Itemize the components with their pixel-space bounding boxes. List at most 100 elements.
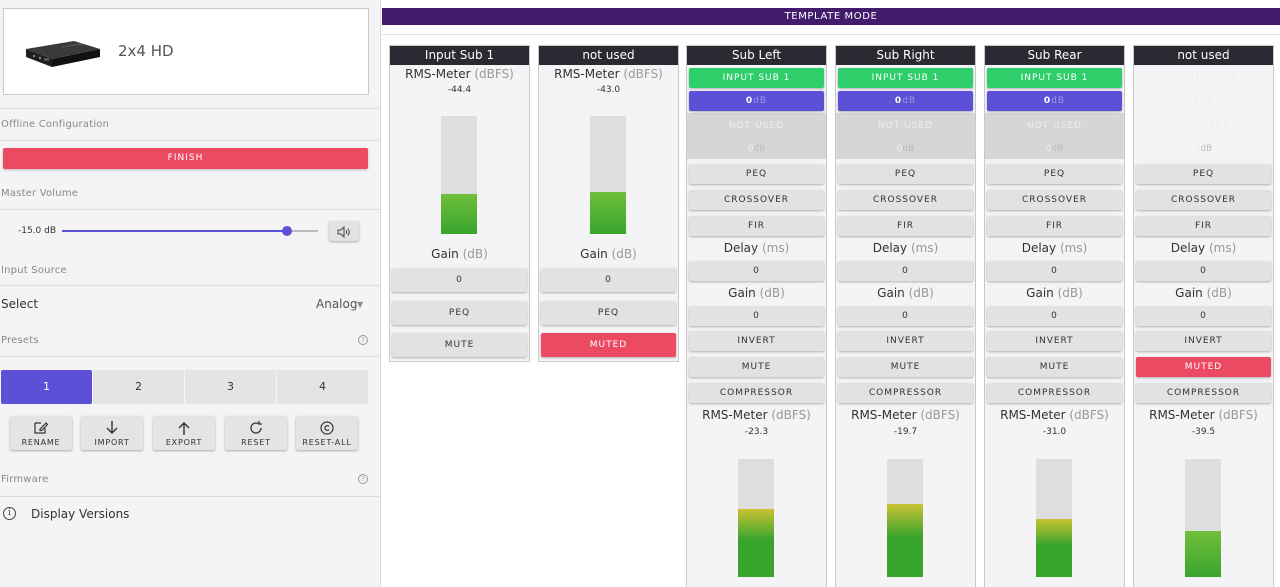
delay-value-button[interactable]: 0 [689,261,824,281]
presets-help-icon[interactable]: ? [358,335,368,345]
device-name: 2x4 HD [118,42,174,60]
source-1-gain[interactable]: 0dB [987,91,1122,111]
master-volume-thumb[interactable] [282,226,293,236]
invert-button[interactable]: INVERT [987,331,1122,351]
refresh-icon [250,421,262,434]
source-1-button[interactable]: INPUT SUB 1 [987,68,1122,88]
rms-meter-label-unit: (dBFS) [920,408,960,422]
firmware-help-icon[interactable]: ? [358,474,368,484]
source-2-gain: 0dB [985,144,1124,154]
mute-button[interactable]: MUTE [392,333,527,357]
divider [0,285,381,286]
reset-all-button[interactable]: RESET-ALL [296,416,358,450]
gain-label: Gain (dB) [539,247,678,261]
unused-source-area [687,113,826,159]
divider [0,496,381,497]
invert-button[interactable]: INVERT [838,331,973,351]
delay-value-button[interactable]: 0 [1136,261,1271,281]
delay-value-button[interactable]: 0 [987,261,1122,281]
finish-button[interactable]: FINISH [3,148,368,169]
edit-icon [34,422,49,434]
crossover-button[interactable]: CROSSOVER [1136,190,1271,210]
rename-button-label: RENAME [21,438,61,447]
gain-value-button[interactable]: 0 [689,306,824,326]
source-1-gain-unit: dB [902,96,917,106]
peq-button[interactable]: PEQ [1136,164,1271,184]
rms-meter-label-text: RMS-Meter [851,408,917,422]
export-button[interactable]: EXPORT [153,416,215,450]
output-channel-strip: not used INPUT SUB 1 0dB NOT USED 0dB PEQ CROS… [1133,45,1274,587]
rename-button[interactable]: RENAME [10,416,72,450]
input-source-select[interactable]: Analog [316,297,358,311]
gain-value-button[interactable]: 0 [838,306,973,326]
device-card[interactable]: 2x4 HD [3,8,369,95]
peq-button[interactable]: PEQ [689,164,824,184]
source-1-gain[interactable]: 0dB [838,91,973,111]
device-image [26,41,100,67]
source-1-button[interactable]: INPUT SUB 1 [689,68,824,88]
crossover-button[interactable]: CROSSOVER [987,190,1122,210]
gain-value-button[interactable]: 0 [1136,306,1271,326]
reset-button[interactable]: RESET [225,416,287,450]
gain-value-button[interactable]: 0 [987,306,1122,326]
gain-label-text: Gain [877,286,905,300]
fir-button[interactable]: FIR [987,216,1122,236]
invert-button[interactable]: INVERT [689,331,824,351]
compressor-button[interactable]: COMPRESSOR [689,383,824,403]
compressor-button[interactable]: COMPRESSOR [987,383,1122,403]
preset-button-2[interactable]: 2 [93,370,184,404]
gain-label: Gain (dB) [1134,286,1273,300]
peq-button[interactable]: PEQ [541,301,676,325]
source-2-button[interactable]: NOT USED [728,121,785,131]
preset-button-4[interactable]: 4 [277,370,368,404]
divider [0,356,381,357]
peq-button[interactable]: PEQ [987,164,1122,184]
source-2-button[interactable]: NOT USED [877,121,934,131]
mute-button[interactable]: MUTED [1136,357,1271,377]
crossover-button[interactable]: CROSSOVER [689,190,824,210]
delay-value-button[interactable]: 0 [838,261,973,281]
source-2-button[interactable]: NOT USED [1175,121,1232,131]
offline-configuration-label: Offline Configuration [1,119,110,130]
reset-all-button-label: RESET-ALL [302,438,352,447]
divider [382,34,1280,35]
source-1-button[interactable]: INPUT SUB 1 [1169,73,1238,83]
mute-button[interactable]: MUTE [838,357,973,377]
invert-button[interactable]: INVERT [1136,331,1271,351]
compressor-button[interactable]: COMPRESSOR [838,383,973,403]
rms-meter-value: -44.4 [447,85,472,95]
mute-button[interactable]: MUTE [987,357,1122,377]
chevron-down-icon[interactable]: ▼ [357,300,364,309]
source-1-gain[interactable]: 0dB [1136,91,1271,111]
gain-value-button[interactable]: 0 [541,268,676,292]
mute-button[interactable]: MUTED [541,333,676,357]
export-button-label: EXPORT [165,438,203,447]
source-2-gain: 0dB [1134,144,1273,154]
fir-button[interactable]: FIR [838,216,973,236]
fir-button[interactable]: FIR [1136,216,1271,236]
fir-button[interactable]: FIR [689,216,824,236]
gain-label-unit: (dB) [611,247,637,261]
speaker-icon [337,225,350,238]
rms-meter-label: RMS-Meter (dBFS) [836,408,975,422]
speaker-mute-button[interactable] [329,221,359,241]
master-volume-slider[interactable] [62,226,318,236]
gain-value-button[interactable]: 0 [392,268,527,292]
rms-meter-label-unit: (dBFS) [1218,408,1258,422]
preset-button-1[interactable]: 1 [1,370,92,404]
peq-button[interactable]: PEQ [838,164,973,184]
display-versions-link[interactable]: Display Versions [31,507,130,521]
rms-meter-fill [441,193,477,234]
rms-meter-bar [441,116,477,234]
source-1-gain[interactable]: 0dB [689,91,824,111]
compressor-button[interactable]: COMPRESSOR [1136,383,1271,403]
rms-meter-label: RMS-Meter (dBFS) [539,67,678,81]
peq-button[interactable]: PEQ [392,301,527,325]
mute-button[interactable]: MUTE [689,357,824,377]
arrow-up-icon [178,422,190,435]
crossover-button[interactable]: CROSSOVER [838,190,973,210]
source-2-button[interactable]: NOT USED [1026,121,1083,131]
preset-button-3[interactable]: 3 [185,370,276,404]
source-1-button[interactable]: INPUT SUB 1 [838,68,973,88]
import-button[interactable]: IMPORT [81,416,143,450]
